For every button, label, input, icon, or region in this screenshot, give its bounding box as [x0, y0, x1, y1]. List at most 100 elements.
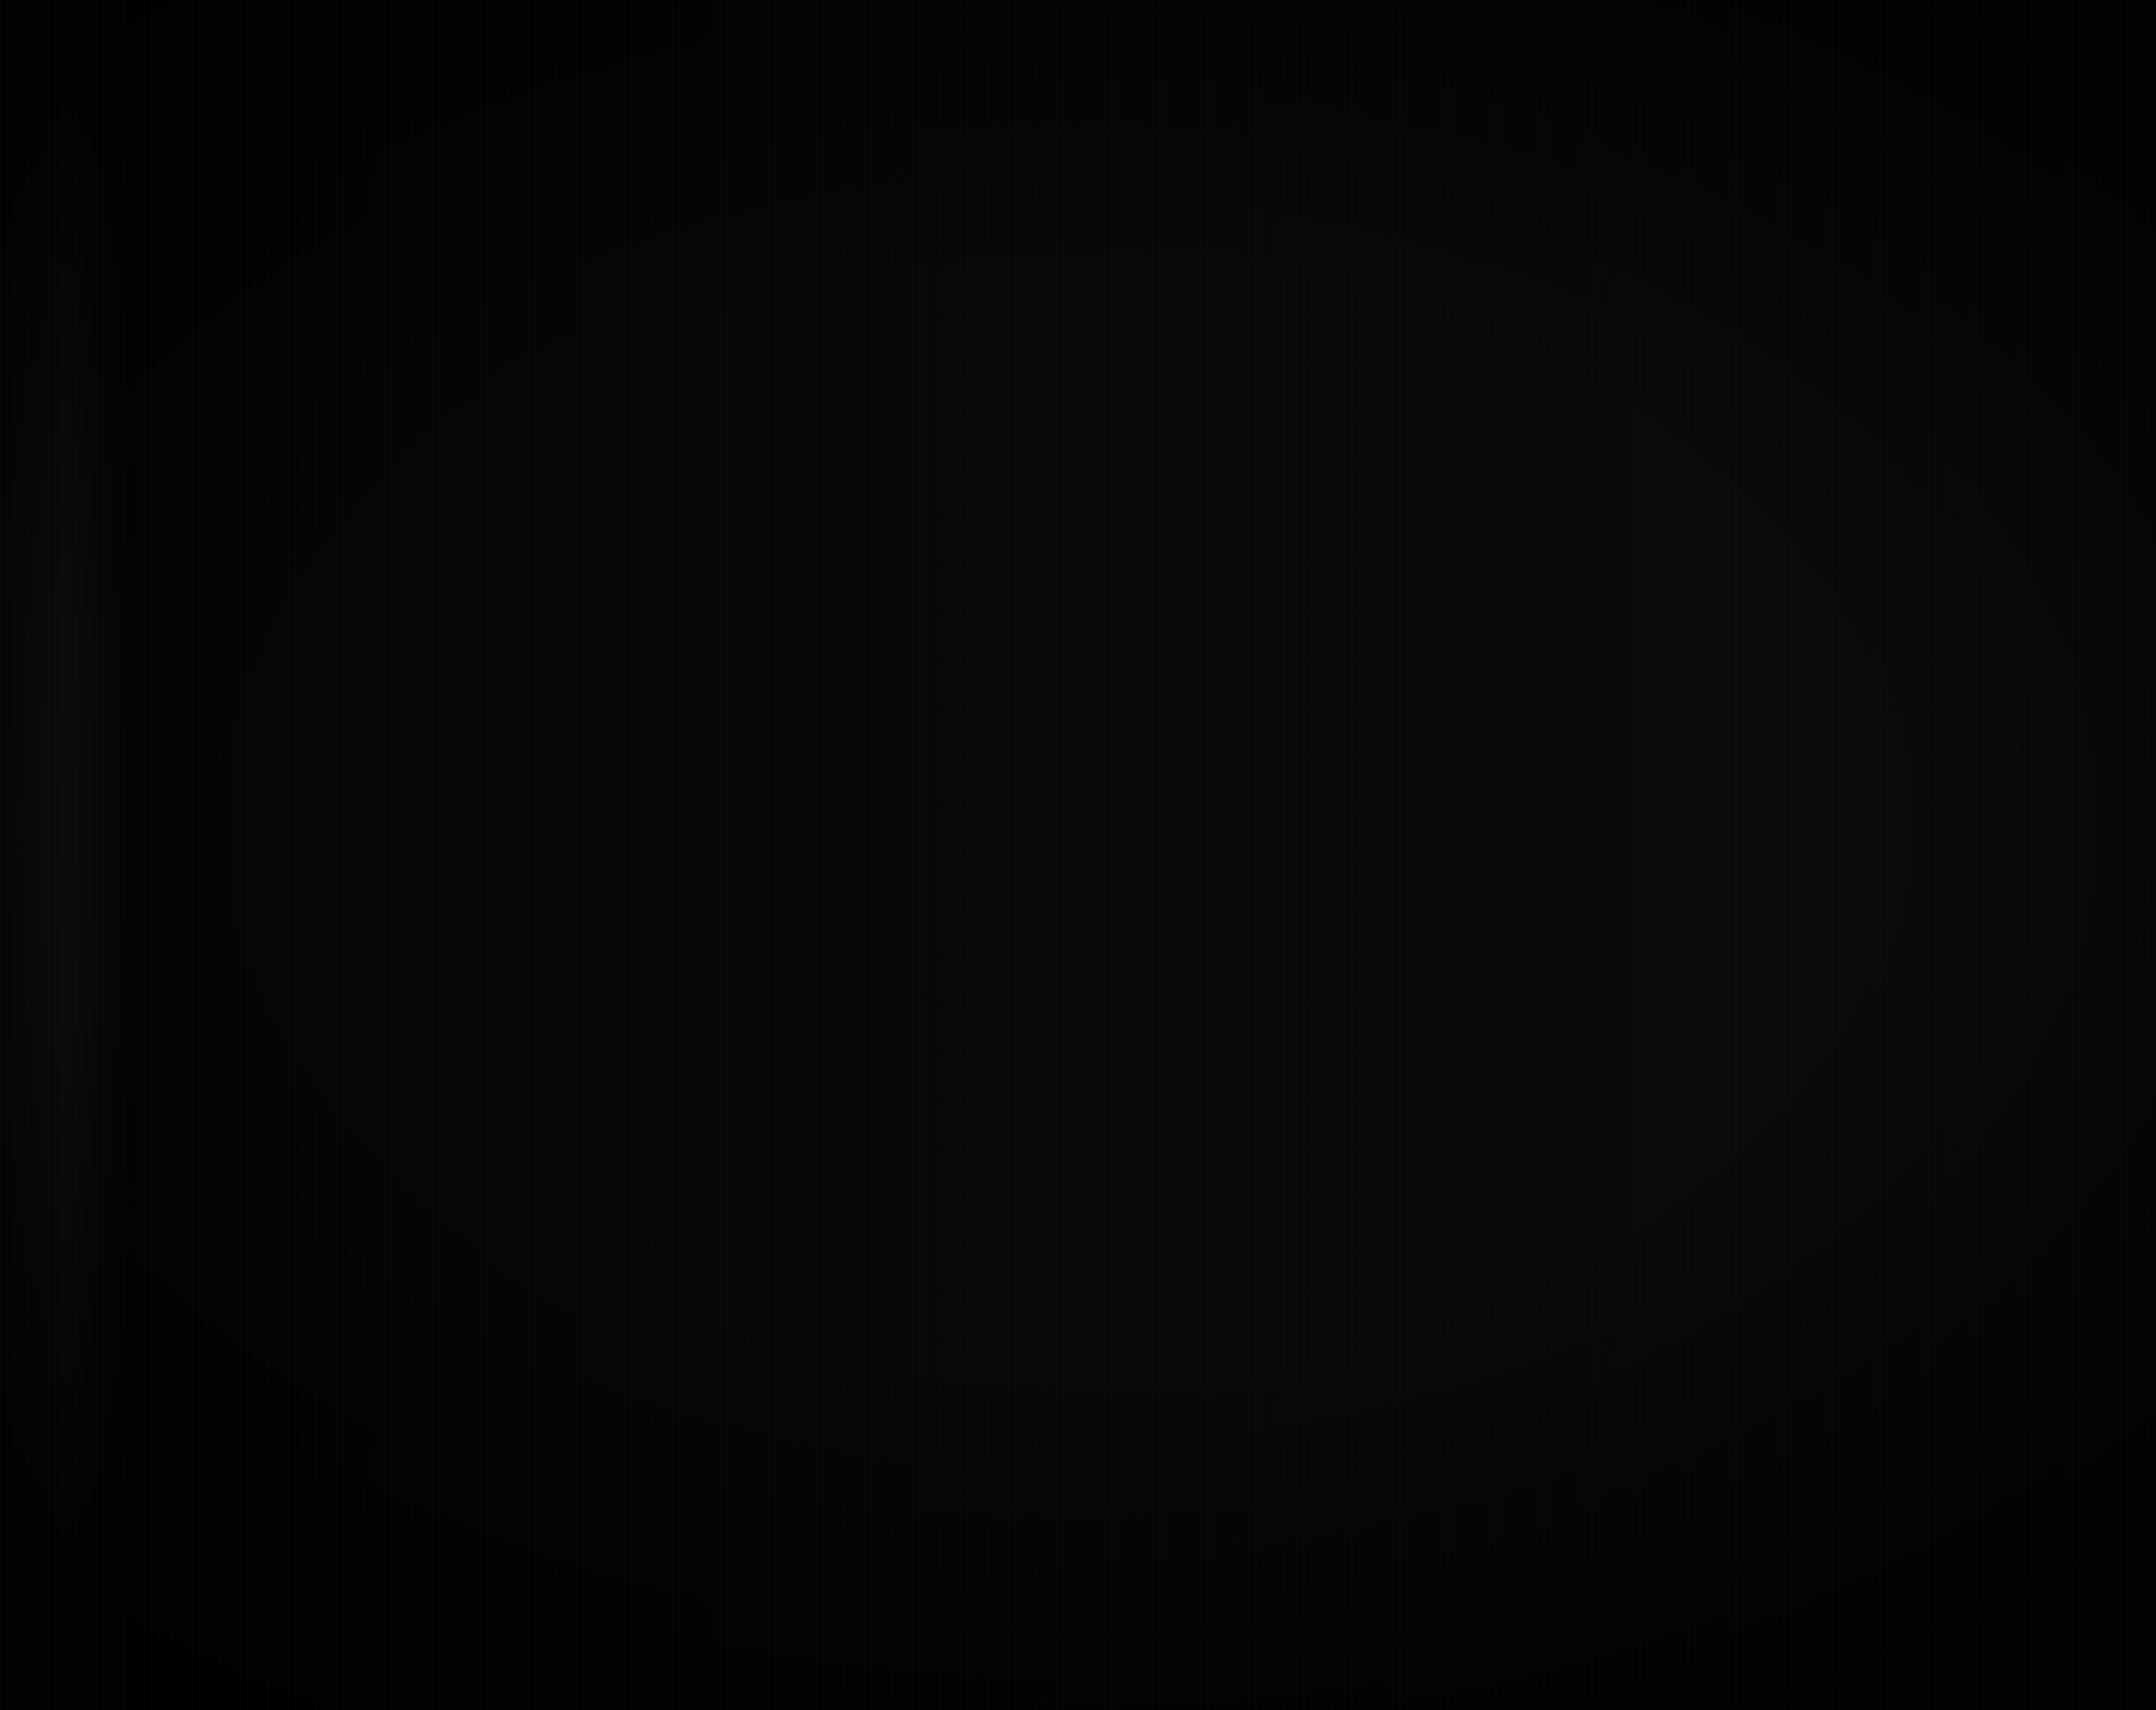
- communion-tally-cell: [1912, 734, 1954, 770]
- communion-tally-cell: [1705, 1048, 1747, 1084]
- attendance-mark-cell: [533, 892, 572, 927]
- attendance-mark-cell: [988, 1168, 1026, 1204]
- natus-year-cell: 1743: [1169, 420, 1235, 456]
- obiit-day-cell: [1234, 420, 1268, 457]
- obiit-day-cell: [1234, 352, 1268, 388]
- obiit-day-cell: [1234, 386, 1268, 422]
- attendance-mark-cell: [718, 647, 757, 683]
- attendance-mark-cell: [457, 439, 495, 475]
- name-prefix: H.: [142, 311, 156, 326]
- subheader-obiit-d: D.: [1235, 147, 1269, 180]
- attendance-mark-cell: x x: [531, 509, 569, 545]
- communion-tally-cell: [1459, 803, 1501, 839]
- subheader-natus-anno: Anno: [1170, 147, 1236, 179]
- attendance-mark-cell: x: [682, 752, 720, 788]
- attendance-mark-cell: .: [796, 1135, 836, 1171]
- communion-tally-cell: [1707, 630, 1749, 666]
- book-heading-line2: Skivanfari: [174, 196, 278, 226]
- communion-tally-cell: 21: [1379, 250, 1422, 285]
- attendance-mark-cell: [793, 716, 834, 752]
- communion-tally-cell: [1911, 978, 1953, 1016]
- communion-tally-cell: [1377, 766, 1419, 804]
- communion-tally-cell: [1334, 1117, 1377, 1152]
- communion-tally-cell: [1746, 1119, 1788, 1154]
- attendance-mark-cell: x x x: [384, 823, 422, 858]
- parishioner-name-cell: Eller: [145, 754, 385, 791]
- parishioner-name: Elisabeth P. Kaijonen: [144, 625, 243, 641]
- obiit-year-cell: [1267, 353, 1339, 388]
- communion-tally-cell: [1832, 423, 1874, 459]
- subheader-blank-12: [1791, 150, 1834, 182]
- attendance-mark-cell: /: [755, 437, 793, 473]
- communion-tally-cell: [1419, 629, 1461, 664]
- attendance-mark-cell: [836, 1274, 876, 1310]
- attendance-mark-cell: [948, 715, 987, 751]
- communion-tally-cell: 12 52: [1708, 422, 1750, 459]
- communion-tally-cell: [1908, 1614, 1951, 1650]
- attendance-mark-cell: [985, 575, 1023, 611]
- communion-tally-cell: 7: [1460, 456, 1503, 492]
- communion-tally-cell: [1912, 907, 1954, 946]
- attendance-mark-cell: [754, 333, 792, 369]
- attendance-mark-cell: xx: [420, 718, 460, 755]
- natus-year-cell: 72: [1165, 1290, 1231, 1325]
- communion-tally-cell: [1745, 1188, 1788, 1223]
- natus-year-cell: 1709: [1170, 178, 1236, 216]
- communion-tally-cell: [1831, 665, 1873, 701]
- attendance-mark-cell: [913, 1203, 953, 1240]
- communion-tally-cell: [1745, 1153, 1788, 1189]
- communion-tally-cell: 7 3 9: [1665, 804, 1707, 839]
- attendance-mark-cell: [567, 368, 606, 405]
- attendance-mark-cell: [985, 714, 1024, 751]
- attendance-mark-cell: [760, 1379, 799, 1415]
- parishioner-name: Stina gift: [145, 731, 187, 745]
- abit-cell: 6: [2012, 701, 2073, 736]
- attendance-mark-cell: [1098, 854, 1136, 889]
- communion-tally-cell: [1785, 1683, 1827, 1710]
- communion-tally-cell: [1870, 1083, 1912, 1120]
- communion-tally-cell: [1582, 1013, 1624, 1049]
- communion-tally-cell: [1582, 977, 1624, 1014]
- attendance-mark-cell: x: [493, 299, 531, 336]
- obiit-year-cell: [1266, 595, 1338, 630]
- attendance-mark-cell: x x: [494, 509, 532, 545]
- obiit-day-cell: [1229, 1378, 1263, 1433]
- table-row: 1760 18 9 30 4 7 42 99 3 44: [1133, 975, 2071, 1016]
- natus-day-cell: [1135, 455, 1170, 490]
- communion-tally-cell: 6: [1625, 525, 1667, 562]
- attendance-mark-cell: [535, 1206, 574, 1242]
- communion-tally-cell: [1538, 1647, 1580, 1683]
- obiit-year-cell: 1793: [1263, 1253, 1335, 1292]
- communion-tally-cell: [1376, 1081, 1418, 1118]
- attendance-mark-cell: [759, 1204, 798, 1241]
- attendance-mark-cell: [834, 994, 874, 1031]
- communion-tally-cell: [1830, 700, 1873, 735]
- obiit-year-cell: [1264, 975, 1336, 1013]
- obiit-day-cell: [1232, 731, 1266, 767]
- attendance-mark-cell: x: [984, 470, 1022, 507]
- subcol-conf-1: 1.: [790, 182, 831, 299]
- attendance-mark-cell: [456, 335, 494, 370]
- attendance-mark-cell: [985, 645, 1023, 681]
- communion-tally-cell: [1414, 1681, 1456, 1710]
- attendance-mark-cell: [946, 332, 984, 367]
- communion-tally-cell: [1584, 491, 1626, 526]
- attendance-mark-cell: xx: [494, 544, 533, 580]
- attendance-mark-cell: [1023, 819, 1061, 855]
- communion-tally-cell: [1832, 389, 1874, 424]
- communion-tally-cell: [1910, 1327, 1952, 1383]
- attendance-mark-cell: [723, 1414, 761, 1449]
- communion-tally-cell: [1788, 944, 1830, 979]
- natus-day-cell: [1131, 1504, 1165, 1541]
- communion-tally-cell: 4 4 7 3: [1705, 1013, 1747, 1050]
- attendance-mark-cell: [497, 961, 535, 998]
- communion-tally-cell: [1707, 596, 1749, 632]
- parishioner-name: Maria Wuorotär: [159, 1009, 233, 1024]
- attendance-mark-cell: [989, 1273, 1027, 1309]
- attendance-mark-cell: [1057, 366, 1096, 402]
- communion-tally-cell: [1909, 1381, 1952, 1437]
- attendance-mark-cell: [914, 1308, 953, 1344]
- attendance-mark-cell: xx: [606, 438, 644, 474]
- natus-year-cell: 1730: [1168, 662, 1234, 698]
